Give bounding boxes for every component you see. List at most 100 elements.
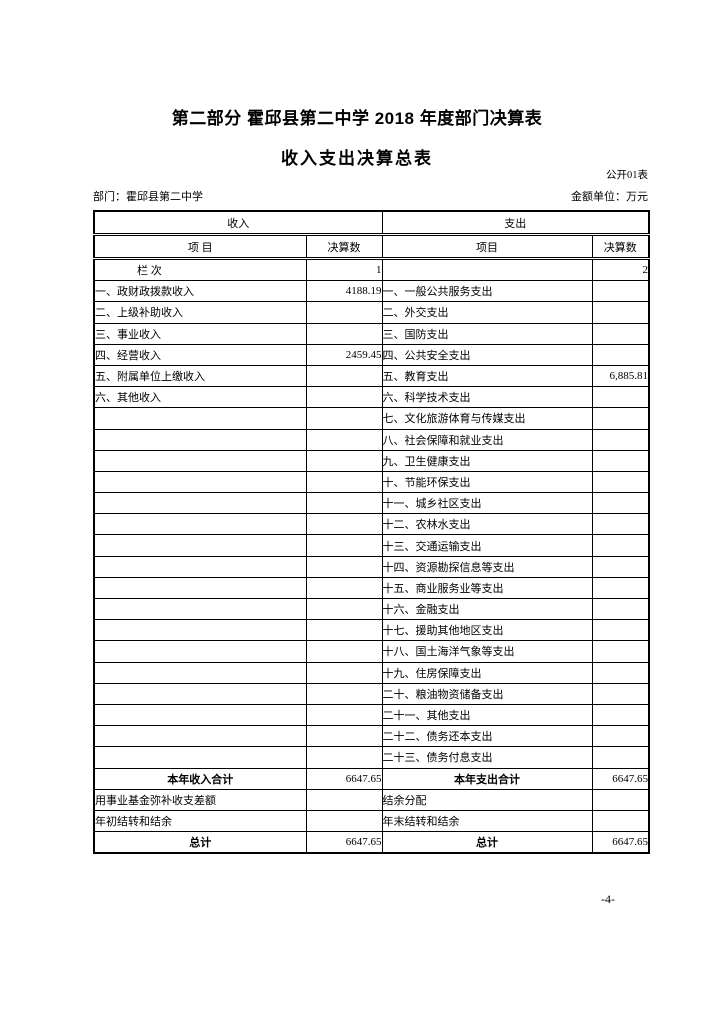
item-cell: 总计 xyxy=(93,831,307,854)
item-cell: 二十二、债务还本支出 xyxy=(381,725,593,748)
amount-cell xyxy=(591,407,650,430)
amount-cell xyxy=(305,386,383,409)
amount-cell xyxy=(305,449,383,472)
item-cell: 十四、资源勘探信息等支出 xyxy=(381,555,593,578)
item-cell: 三、国防支出 xyxy=(381,322,593,345)
table-row: 五、附属单位上缴收入 五、教育支出 6,885.81 xyxy=(93,364,650,388)
table-row: 七、文化旅游体育与传媒支出 xyxy=(93,407,650,430)
item-cell xyxy=(93,576,307,600)
table-body: 栏 次 1 2 一、政财政拨款收入 4188.19 一、一般公共服务支出 二、上级补助收入二… xyxy=(93,257,650,854)
amount-cell xyxy=(305,619,383,642)
amount-cell xyxy=(305,576,383,600)
amount-cell xyxy=(305,534,383,557)
item-cell xyxy=(93,703,307,727)
amount-cell xyxy=(591,576,650,600)
page-subtitle: 收入支出决算总表 xyxy=(281,149,433,168)
amount-cell xyxy=(591,534,650,557)
amount-cell xyxy=(305,301,383,324)
amount-cell xyxy=(591,809,650,833)
unit-label: 金额单位：万元 xyxy=(571,191,648,203)
amount-cell: 6647.65 xyxy=(591,831,650,854)
item-cell: 十、节能环保支出 xyxy=(381,470,593,494)
item-cell: 十五、商业服务业等支出 xyxy=(381,576,593,600)
item-cell xyxy=(93,597,307,621)
item-cell: 一、政财政拨款收入 xyxy=(93,280,307,303)
item-cell xyxy=(93,746,307,769)
table-row: 本年收入合计 6647.65 本年支出合计 6647.65 xyxy=(93,767,650,790)
table-row: 九、卫生健康支出 xyxy=(93,449,650,472)
item-cell: 五、附属单位上缴收入 xyxy=(93,364,307,388)
item-cell: 用事业基金弥补收支差额 xyxy=(93,788,307,811)
item-cell xyxy=(381,257,593,282)
item-cell xyxy=(93,407,307,430)
income-item-column-header: 项 目 xyxy=(93,234,307,260)
amount-cell xyxy=(305,470,383,494)
item-cell: 七、文化旅游体育与传媒支出 xyxy=(381,407,593,430)
item-cell: 年初结转和结余 xyxy=(93,809,307,833)
item-cell: 本年收入合计 xyxy=(93,767,307,790)
income-amount-column-header: 决算数 xyxy=(305,234,383,260)
table-row: 三、事业收入 三、国防支出 xyxy=(93,322,650,345)
amount-cell: 2459.45 xyxy=(305,343,383,366)
amount-cell xyxy=(305,788,383,811)
amount-cell xyxy=(591,343,650,366)
table-row: 总计 6647.65 总计 6647.65 xyxy=(93,831,650,854)
amount-cell xyxy=(591,682,650,705)
item-cell: 六、其他收入 xyxy=(93,386,307,409)
meta-row: 部门：霍邱县第二中学 金额单位：万元 xyxy=(93,188,648,204)
amount-cell xyxy=(591,640,650,663)
page-title: 第二部分 霍邱县第二中学 2018 年度部门决算表 xyxy=(171,109,543,128)
amount-cell xyxy=(591,597,650,621)
table-code: 公开01表 xyxy=(606,170,648,181)
amount-cell xyxy=(591,492,650,515)
item-cell: 二十三、债务付息支出 xyxy=(381,746,593,769)
table-row: 用事业基金弥补收支差额 结余分配 xyxy=(93,788,650,811)
item-cell: 一、一般公共服务支出 xyxy=(381,280,593,303)
table-row: 十三、交通运输支出 xyxy=(93,534,650,557)
table-row: 二十三、债务付息支出 xyxy=(93,746,650,769)
table-row: 十二、农林水支出 xyxy=(93,513,650,536)
item-cell: 本年支出合计 xyxy=(381,767,593,790)
amount-cell xyxy=(591,449,650,472)
page-number: -4- xyxy=(601,892,615,906)
table-row: 十、节能环保支出 xyxy=(93,470,650,494)
item-cell xyxy=(93,534,307,557)
item-cell xyxy=(93,470,307,494)
item-cell: 五、教育支出 xyxy=(381,364,593,388)
amount-cell xyxy=(305,682,383,705)
item-cell xyxy=(93,682,307,705)
amount-cell: 6,885.81 xyxy=(591,364,650,388)
amount-cell xyxy=(591,619,650,642)
amount-cell xyxy=(305,322,383,345)
expenditure-item-column-header: 项目 xyxy=(381,234,593,260)
table-row: 八、社会保障和就业支出 xyxy=(93,428,650,451)
amount-cell xyxy=(591,661,650,684)
table-row: 二十二、债务还本支出 xyxy=(93,725,650,748)
department-label: 部门：霍邱县第二中学 xyxy=(93,191,203,203)
item-cell: 二、外交支出 xyxy=(381,301,593,324)
budget-summary-table: 收入 支出 项 目 决算数 项目 决算数 栏 次 1 2 一、政财政拨款收入 4188.… xyxy=(93,210,650,855)
amount-cell xyxy=(305,407,383,430)
table-row: 十七、援助其他地区支出 xyxy=(93,619,650,642)
amount-cell xyxy=(591,703,650,727)
table-row: 一、政财政拨款收入 4188.19 一、一般公共服务支出 xyxy=(93,280,650,303)
item-cell xyxy=(93,449,307,472)
item-cell: 八、社会保障和就业支出 xyxy=(381,428,593,451)
item-cell: 六、科学技术支出 xyxy=(381,386,593,409)
item-cell: 十三、交通运输支出 xyxy=(381,534,593,557)
amount-cell xyxy=(591,725,650,748)
amount-cell: 1 xyxy=(305,257,383,282)
amount-cell: 6647.65 xyxy=(305,831,383,854)
amount-cell xyxy=(305,597,383,621)
amount-cell: 6647.65 xyxy=(305,767,383,790)
amount-cell xyxy=(305,555,383,578)
table-row: 十四、资源勘探信息等支出 xyxy=(93,555,650,578)
item-cell: 二十、粮油物资储备支出 xyxy=(381,682,593,705)
amount-cell xyxy=(305,640,383,663)
expenditure-amount-column-header: 决算数 xyxy=(591,234,650,260)
table-row: 十五、商业服务业等支出 xyxy=(93,576,650,600)
item-cell: 总计 xyxy=(381,831,593,854)
item-cell: 十七、援助其他地区支出 xyxy=(381,619,593,642)
amount-cell xyxy=(591,470,650,494)
